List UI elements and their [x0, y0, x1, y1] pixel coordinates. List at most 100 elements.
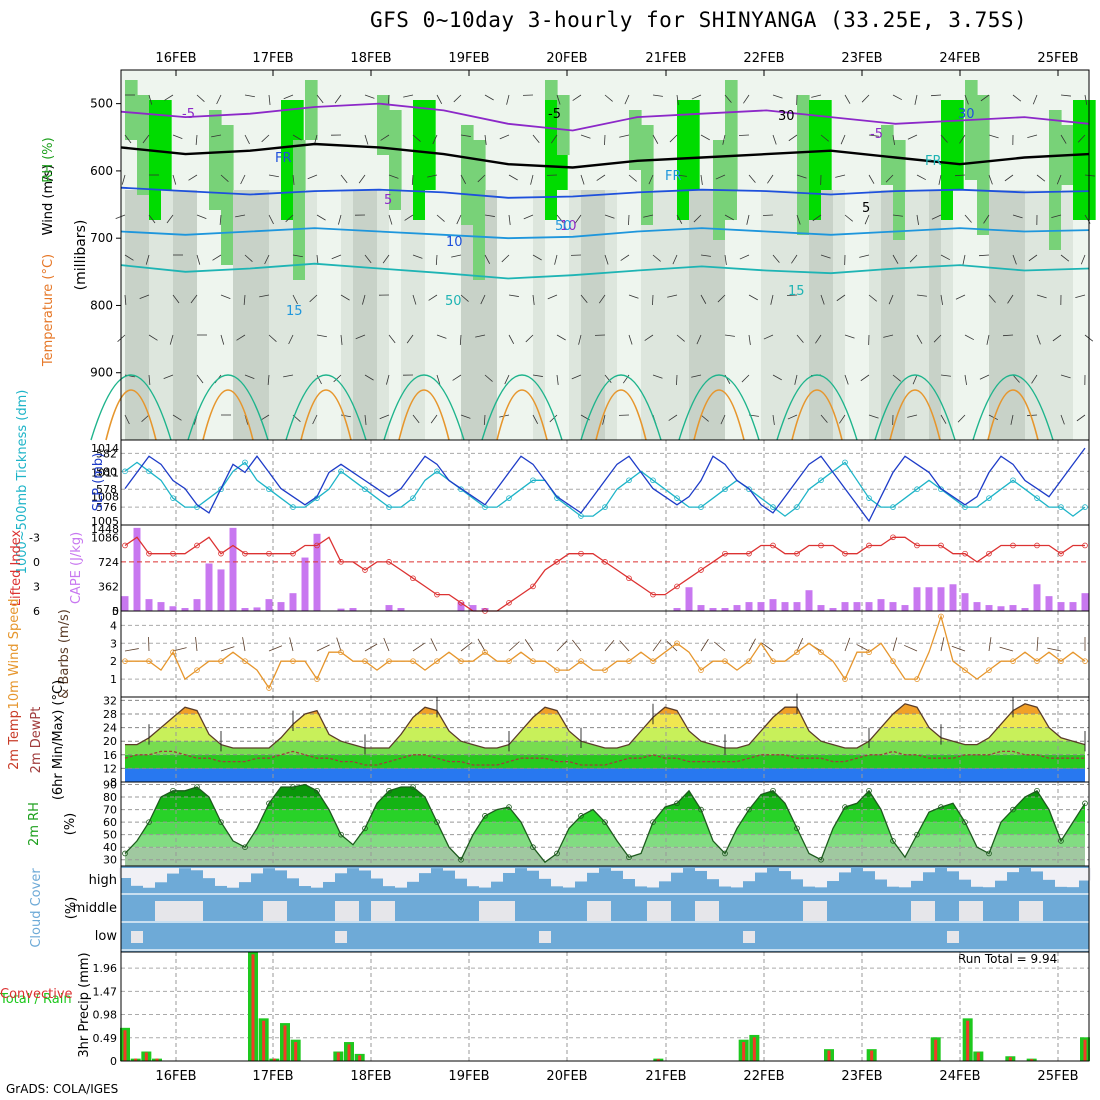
cape-tick-label: 5 [112, 605, 119, 618]
wind10-marker [242, 658, 248, 664]
wind-barb [1007, 294, 1014, 304]
lifted-marker [698, 567, 704, 573]
wind-barb [121, 174, 126, 185]
precip-convective-bar [1083, 1039, 1087, 1061]
cloud-middle-gap [647, 901, 671, 921]
rh-shade-column [929, 190, 942, 440]
cape-bar [793, 602, 801, 611]
warm-contour-outer [383, 374, 465, 441]
wind-barb [839, 414, 846, 424]
wind-barb [676, 174, 687, 177]
wind-barb [955, 294, 966, 300]
wind-barb [892, 254, 899, 264]
wind-barb [388, 214, 393, 225]
warm-contour-outer [187, 374, 269, 441]
wind10-barb [714, 641, 726, 652]
cape-bar [349, 608, 357, 611]
wind-barb [340, 334, 343, 345]
cloud-level-label: middle [73, 901, 117, 916]
wind-barb [786, 294, 798, 296]
axis-tick-label: 1 [110, 673, 117, 686]
wind-barb [892, 94, 903, 101]
cape-bar [289, 593, 297, 611]
warm-contour [987, 389, 1039, 441]
rh-shade-column [305, 190, 318, 440]
wind-barb [475, 334, 486, 338]
rh-shade-column [917, 190, 930, 440]
lifted-marker [674, 583, 680, 590]
rh-shade-column [605, 190, 618, 440]
rh-shade-column [785, 190, 798, 440]
wind-barb [285, 214, 294, 223]
wind-barb [340, 174, 348, 184]
thickness-marker [458, 486, 464, 493]
wind-barb [868, 294, 878, 302]
rh-shade-column [233, 190, 246, 440]
wind-barb [406, 334, 414, 344]
contour-label: 15 [286, 304, 303, 319]
wind-barb [292, 174, 295, 185]
wind-barb [316, 374, 322, 385]
cloud-high-gap [155, 868, 167, 883]
cloud-high-gap [983, 868, 995, 888]
warm-contour-outer [874, 374, 956, 441]
cloud-high-gap [251, 868, 263, 874]
wind-barb [1077, 134, 1086, 143]
contour-label: 30 [778, 109, 795, 124]
wind-barb [196, 214, 207, 219]
wind-barb [1080, 254, 1086, 265]
wind-barb [988, 294, 996, 303]
axis-tick-label: 578 [96, 483, 117, 496]
wind-barb [762, 214, 774, 216]
wind-barb [220, 294, 231, 299]
warm-contour-outer [90, 374, 172, 441]
pressure-tick-label: 600 [90, 164, 113, 178]
rh2m-marker [962, 819, 968, 825]
wind10-barb [316, 644, 330, 652]
rh-shade-column [1049, 190, 1062, 440]
label-slp: SLP (mb) [91, 453, 106, 512]
rh-shade-column [437, 190, 450, 440]
wind-barb [844, 94, 851, 104]
wind-barb [386, 374, 390, 385]
wind-barb [796, 174, 807, 179]
cape-bar [721, 608, 729, 611]
wind10-barb [383, 637, 390, 652]
lifted-marker [122, 542, 128, 549]
wind-barb [717, 294, 726, 303]
rh-green-patch [377, 95, 390, 155]
wind-barb [196, 374, 204, 384]
wind10-barb [172, 647, 187, 652]
wind-barb [580, 294, 588, 304]
wind-barb [748, 334, 751, 345]
rh-bright-patch [1073, 100, 1096, 220]
wind-barb [268, 214, 274, 225]
wind10-barb [289, 637, 294, 652]
cape-bar [769, 599, 777, 611]
wind-barb [604, 94, 613, 102]
wind-barb [172, 174, 177, 185]
wind-barb [724, 254, 727, 265]
cloud-high-gap [1031, 868, 1043, 872]
cape-bar [697, 605, 705, 611]
wind-barb [264, 254, 270, 265]
wind-barb [652, 254, 661, 262]
wind-barb [868, 134, 879, 137]
cape-bar [865, 602, 873, 611]
cloud-middle-gap [587, 901, 611, 921]
wind-barb [860, 374, 870, 382]
thickness-marker [434, 468, 440, 475]
warm-contour-outer [776, 374, 858, 441]
wind10-marker [314, 676, 320, 682]
cape-tick-label: 362 [98, 580, 119, 593]
wind-barb [412, 134, 421, 142]
rh-shade-column [1073, 190, 1086, 440]
rh-green-patch [389, 110, 402, 210]
wind-barb [268, 334, 277, 342]
cloud-low-gap [539, 931, 551, 943]
wind-barb [1052, 334, 1062, 342]
rh-shade-column [641, 190, 654, 440]
rh-shade-column [761, 190, 774, 440]
lifted-marker [530, 583, 536, 590]
precip-tick-label: 1.47 [93, 985, 118, 998]
